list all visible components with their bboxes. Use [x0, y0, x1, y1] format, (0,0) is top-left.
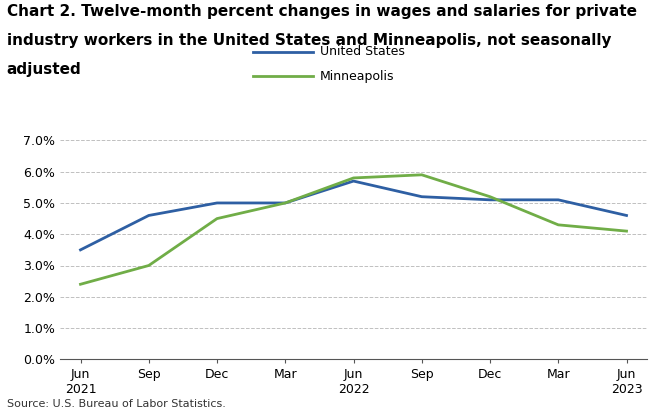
Text: Chart 2. Twelve-month percent changes in wages and salaries for private: Chart 2. Twelve-month percent changes in…: [7, 4, 637, 19]
Text: adjusted: adjusted: [7, 62, 81, 77]
Text: Minneapolis: Minneapolis: [320, 70, 395, 83]
Text: Source: U.S. Bureau of Labor Statistics.: Source: U.S. Bureau of Labor Statistics.: [7, 399, 225, 409]
Text: industry workers in the United States and Minneapolis, not seasonally: industry workers in the United States an…: [7, 33, 611, 48]
Text: United States: United States: [320, 45, 405, 58]
